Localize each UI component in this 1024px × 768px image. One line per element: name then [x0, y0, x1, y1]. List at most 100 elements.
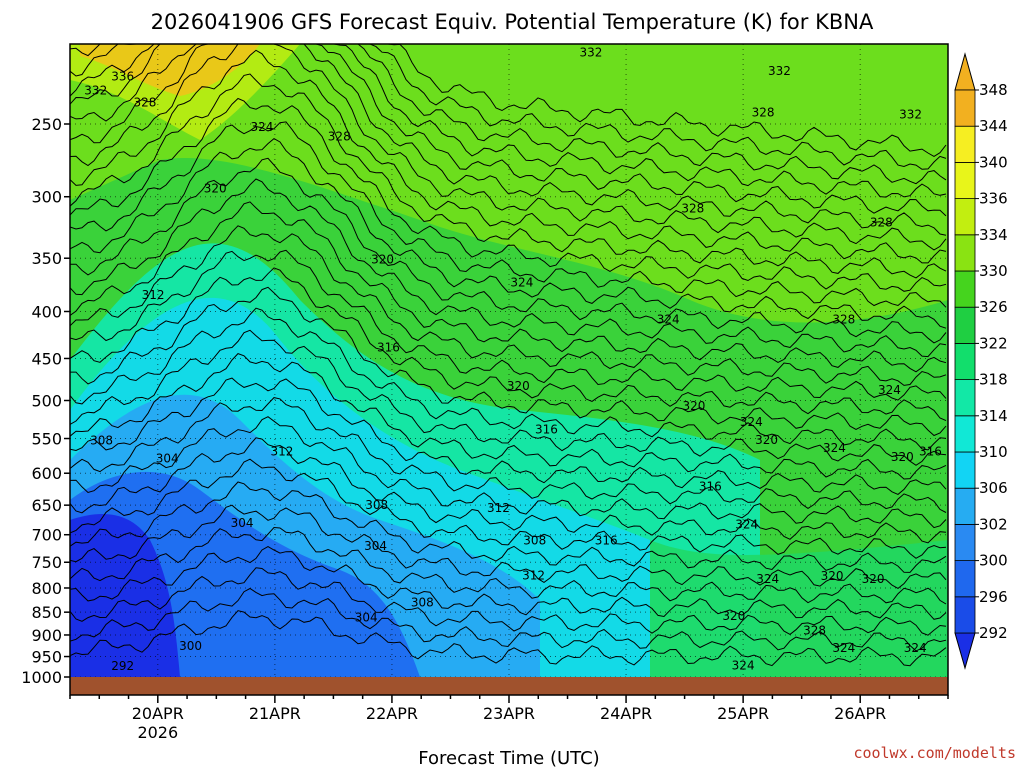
field-right-lowgreen	[650, 540, 948, 677]
contour-label: 324	[904, 641, 927, 655]
contour-label: 324	[657, 312, 680, 326]
contour-label: 328	[328, 130, 351, 144]
contour-line	[70, 44, 947, 251]
y-tick-label: 250	[31, 115, 62, 134]
y-tick-label: 350	[31, 249, 62, 268]
y-tick-label: 500	[31, 392, 62, 411]
contour-label: 328	[832, 312, 855, 326]
contour-line	[70, 225, 947, 386]
colorbar-label: 300	[979, 552, 1008, 570]
y-tick-label: 1000	[21, 668, 62, 687]
contour-label: 304	[231, 516, 254, 530]
contour-line	[70, 307, 947, 451]
contour-line	[70, 201, 947, 373]
contour-label: 304	[156, 451, 179, 465]
colorbar-label: 348	[979, 81, 1008, 99]
contour-label: 324	[732, 658, 755, 672]
x-axis-label: Forecast Time (UTC)	[418, 748, 599, 768]
contour-label: 324	[878, 383, 901, 397]
contour-label: 324	[756, 572, 779, 586]
contour-line	[70, 44, 947, 185]
contour-label: 328	[752, 106, 775, 120]
contour-label: 312	[487, 501, 510, 515]
contour-line	[70, 416, 947, 529]
y-tick-label: 800	[31, 579, 62, 598]
contour-label: 312	[522, 568, 545, 582]
contour-line	[70, 44, 947, 236]
x-tick-label: 23APR	[483, 704, 535, 723]
y-tick-label: 900	[31, 626, 62, 645]
colorbar-segment	[954, 560, 976, 598]
colorbar-segment	[954, 306, 976, 344]
y-tick-label: 300	[31, 188, 62, 207]
contour-line	[70, 121, 947, 308]
y-tick-label: 650	[31, 496, 62, 515]
colorbar-label: 292	[979, 624, 1008, 642]
y-tick-label: 600	[31, 464, 62, 483]
contour-line	[70, 44, 947, 170]
contour-line	[70, 610, 947, 667]
colorbar-segment	[954, 198, 976, 236]
colorbar-top-arrow	[954, 52, 976, 91]
plot-area: 332 336 328 324 328 332 332 328 332 328 328 320 320 3…	[70, 44, 948, 695]
y-tick-label: 750	[31, 553, 62, 572]
y-tick-label: 550	[31, 430, 62, 449]
contour-label: 320	[371, 252, 394, 266]
contour-label: 324	[823, 441, 846, 455]
colorbar-label: 310	[979, 443, 1008, 461]
x-tick-label: 21APR	[249, 704, 301, 723]
contour-line	[70, 481, 947, 573]
contour-label: 324	[510, 276, 533, 290]
contour-label: 308	[90, 434, 113, 448]
y-tick-label: 950	[31, 648, 62, 667]
contour-label: 336	[111, 70, 134, 84]
contour-line	[70, 353, 947, 480]
contour-label: 300	[179, 639, 202, 653]
contour-label: 312	[142, 288, 165, 302]
contour-label: 320	[891, 450, 914, 464]
x-tick-label: 25APR	[717, 704, 769, 723]
contour-label: 308	[523, 533, 546, 547]
x-tick-label: 22APR	[366, 704, 418, 723]
colorbar-segment	[954, 451, 976, 489]
contour-label: 328	[681, 202, 704, 216]
contour-line	[70, 526, 947, 605]
y-tick-label: 850	[31, 603, 62, 622]
colorbar-label: 302	[979, 515, 1008, 533]
colorbar-label: 340	[979, 153, 1008, 171]
contour-label: 320	[204, 182, 227, 196]
contour-label: 316	[535, 423, 558, 437]
colorbar-segment	[954, 125, 976, 163]
contour-line	[70, 157, 947, 344]
colorbar-bottom-arrow	[954, 632, 976, 670]
colorbar-label: 314	[979, 407, 1008, 425]
contour-label: 320	[722, 609, 745, 623]
colorbar-label: 334	[979, 226, 1008, 244]
contour-line	[70, 267, 947, 422]
y-tick-label: 700	[31, 526, 62, 545]
contour-line	[70, 437, 947, 544]
colorbar-segment	[954, 379, 976, 417]
x-tick-label: 20APR	[132, 704, 184, 723]
colorbar-segment	[954, 161, 976, 199]
y-tick-label: 450	[31, 349, 62, 368]
colorbar-label: 336	[979, 190, 1008, 208]
contour-label: 332	[768, 64, 791, 78]
contour-label: 316	[699, 479, 722, 493]
contour-label: 308	[365, 498, 388, 512]
x-tick-label: 26APR	[834, 704, 886, 723]
contour-line	[70, 49, 947, 264]
contour-label: 320	[821, 569, 844, 583]
y-tick-label: 400	[31, 302, 62, 321]
colorbar-label: 344	[979, 117, 1008, 135]
colorbar-label: 326	[979, 298, 1008, 316]
colorbar-segment	[954, 342, 976, 380]
contour-label: 324	[251, 120, 274, 134]
colorbar-segment	[954, 415, 976, 453]
contour-line	[70, 73, 947, 279]
colorbar-label: 296	[979, 588, 1008, 606]
colorbar-segment	[954, 234, 976, 272]
contour-label: 324	[735, 517, 758, 531]
credit-text: coolwx.com/modelts	[853, 744, 1016, 762]
